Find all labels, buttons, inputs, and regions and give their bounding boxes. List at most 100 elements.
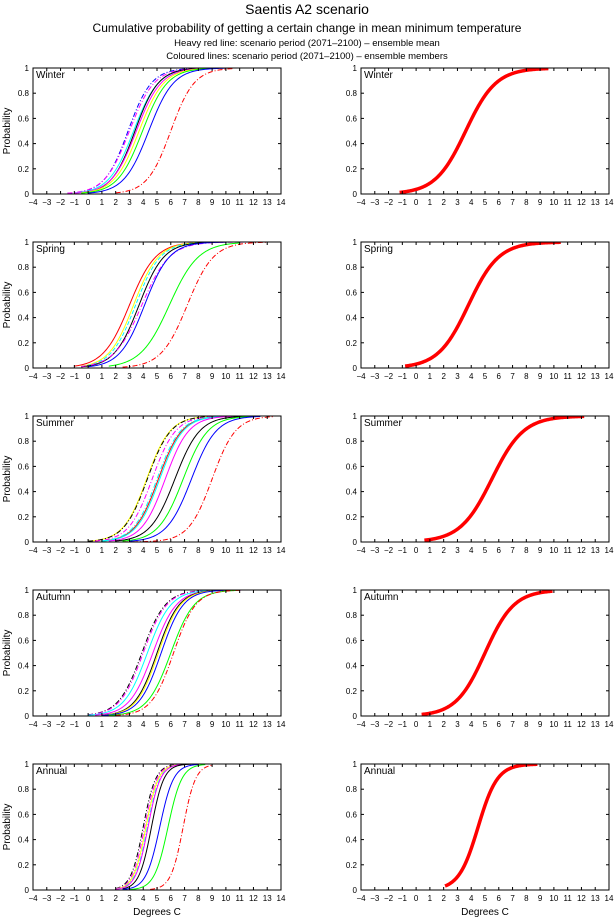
x-tick-label: 14 (605, 546, 614, 555)
plot-frame (32, 415, 282, 543)
y-tick-label: 0 (353, 886, 358, 895)
y-tick-label: 0.2 (18, 861, 30, 870)
y-tick-label: 0.8 (18, 611, 30, 620)
y-tick-label: 0.4 (346, 140, 358, 149)
x-axis-label: Degrees C (461, 907, 509, 918)
y-tick-label: 0.6 (346, 288, 358, 297)
x-tick-label: 0 (86, 198, 91, 207)
x-tick-label: 10 (221, 894, 230, 903)
member-curve-6 (81, 68, 206, 194)
x-tick-label: 0 (86, 720, 91, 729)
x-tick-label: 6 (497, 198, 502, 207)
x-tick-label: 10 (549, 720, 558, 729)
x-tick-label: 10 (549, 546, 558, 555)
y-axis-label: Probability (2, 282, 13, 329)
y-tick-label: 0 (353, 364, 358, 373)
member-curve-6 (101, 416, 233, 542)
x-tick-label: 1 (100, 372, 105, 381)
member-curve-1 (115, 764, 185, 890)
x-tick-label: 2 (113, 720, 118, 729)
x-tick-label: 11 (236, 546, 245, 555)
x-tick-label: 7 (182, 720, 187, 729)
x-tick-label: 4 (141, 894, 146, 903)
y-tick-label: 1 (353, 238, 358, 247)
x-tick-label: 12 (249, 720, 258, 729)
member-curve-10 (129, 416, 261, 542)
member-curve-2 (88, 416, 213, 542)
x-tick-label: 5 (155, 372, 160, 381)
y-tick-label: 0.6 (346, 636, 358, 645)
member-curve-8 (88, 68, 226, 194)
x-tick-label: −3 (42, 372, 52, 381)
y-tick-label: 0 (25, 364, 30, 373)
x-tick-label: 7 (182, 546, 187, 555)
x-tick-label: 1 (428, 720, 433, 729)
x-tick-label: 10 (221, 198, 230, 207)
x-tick-label: 0 (86, 546, 91, 555)
x-tick-label: 1 (100, 546, 105, 555)
member-curve-9 (122, 416, 254, 542)
x-tick-label: 6 (169, 720, 174, 729)
figure-title: Saentis A2 scenario (245, 1, 369, 17)
x-tick-label: −1 (398, 894, 408, 903)
ensemble-mean-curve (424, 416, 585, 542)
y-tick-label: 1 (25, 586, 30, 595)
season-label: Winter (364, 70, 394, 81)
x-tick-label: 6 (169, 894, 174, 903)
x-tick-label: −1 (398, 546, 408, 555)
x-tick-label: −1 (70, 546, 80, 555)
x-tick-label: 13 (591, 372, 600, 381)
x-tick-label: 10 (549, 372, 558, 381)
x-tick-label: −2 (56, 894, 66, 903)
x-tick-label: −2 (384, 894, 394, 903)
y-tick-label: 0.4 (18, 662, 30, 671)
x-tick-label: 9 (210, 894, 215, 903)
y-tick-label: 0.8 (346, 263, 358, 272)
season-label: Autumn (364, 592, 398, 603)
y-axis-label: Probability (2, 456, 13, 503)
x-tick-label: 1 (428, 372, 433, 381)
y-tick-label: 0.4 (346, 314, 358, 323)
y-axis-label: Probability (2, 108, 13, 155)
x-tick-label: 9 (210, 720, 215, 729)
x-tick-label: 4 (469, 198, 474, 207)
y-tick-label: 0.2 (18, 687, 30, 696)
x-tick-label: 3 (127, 372, 132, 381)
figure-note-members: Coloured lines: scenario period (2071–21… (166, 51, 448, 62)
panel-annual-members: −4 −3 −2 −1 0 1 2 3 4 5 6 7 8 9 10 11 12 13 1400.20.40.60.… (2, 760, 286, 918)
x-tick-label: −4 (356, 720, 366, 729)
y-tick-label: 0.8 (18, 263, 30, 272)
x-tick-label: −1 (70, 198, 80, 207)
season-label: Autumn (36, 592, 70, 603)
x-tick-label: 3 (455, 720, 460, 729)
member-curve-5 (101, 590, 226, 716)
x-tick-label: 7 (182, 372, 187, 381)
y-tick-label: 1 (353, 64, 358, 73)
ensemble-mean-curve (399, 68, 549, 194)
x-tick-label: 2 (113, 894, 118, 903)
x-tick-label: 5 (483, 720, 488, 729)
member-curve-4 (81, 68, 199, 194)
x-tick-label: −2 (56, 546, 66, 555)
panel-winter-mean: −4 −3 −2 −1 0 1 2 3 4 5 6 7 8 9 10 11 12 13 1400.20.40.60.… (346, 64, 614, 207)
y-tick-label: 0 (353, 712, 358, 721)
x-tick-label: 14 (605, 198, 614, 207)
y-tick-label: 0.2 (18, 339, 30, 348)
member-curve-2 (115, 764, 185, 890)
x-tick-label: 3 (455, 894, 460, 903)
member-curve-7 (81, 68, 213, 194)
member-curve-3 (88, 590, 275, 716)
panel-summer-mean: −4 −3 −2 −1 0 1 2 3 4 5 6 7 8 9 10 11 12 13 1400.20.40.60.… (346, 412, 614, 555)
curves (421, 590, 553, 716)
x-tick-label: 8 (524, 372, 529, 381)
member-curve-5 (74, 68, 206, 194)
x-tick-label: 13 (591, 198, 600, 207)
x-tick-label: −3 (42, 894, 52, 903)
y-tick-label: 0.2 (346, 339, 358, 348)
x-tick-label: 5 (155, 546, 160, 555)
x-tick-label: 13 (263, 720, 272, 729)
plot-frame (360, 67, 610, 195)
x-tick-label: 8 (524, 720, 529, 729)
season-label: Winter (36, 70, 66, 81)
